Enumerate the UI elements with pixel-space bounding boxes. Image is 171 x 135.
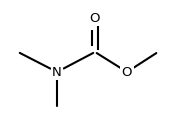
Text: N: N xyxy=(52,65,62,78)
Text: O: O xyxy=(122,65,132,78)
Text: O: O xyxy=(90,11,100,24)
